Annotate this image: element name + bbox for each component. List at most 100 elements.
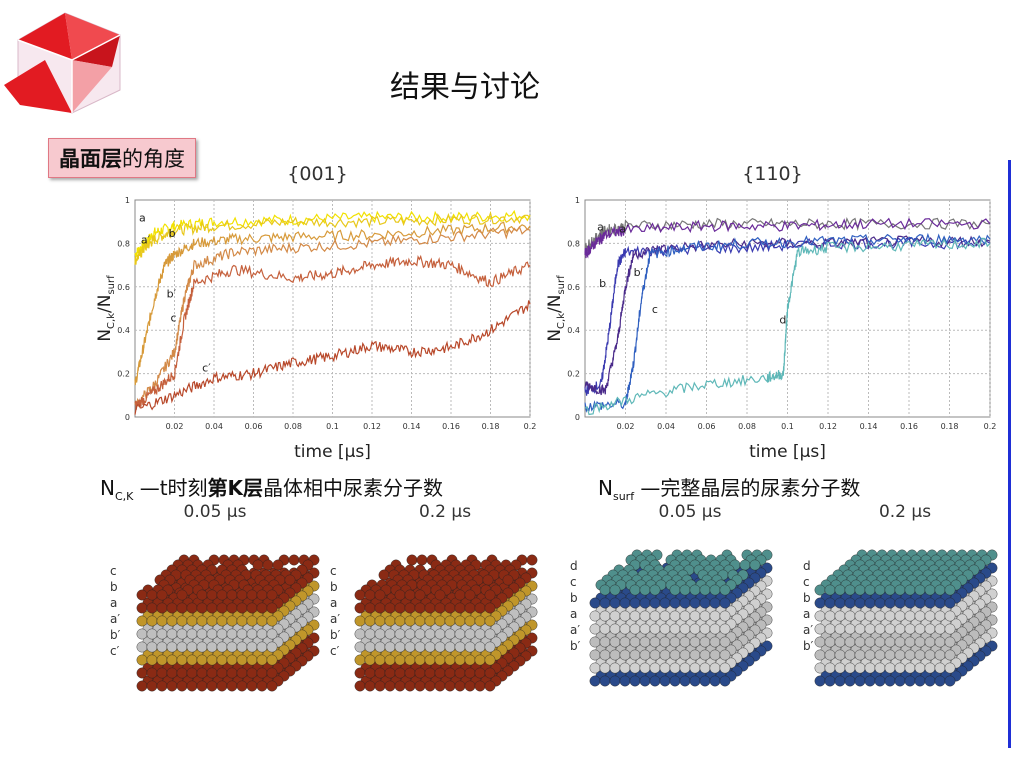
molecule bbox=[266, 667, 278, 679]
molecule bbox=[619, 662, 631, 674]
molecule bbox=[484, 680, 496, 692]
molecule bbox=[719, 584, 731, 596]
molecule bbox=[619, 610, 631, 622]
molecule bbox=[364, 641, 376, 653]
molecule bbox=[206, 641, 218, 653]
molecule bbox=[196, 641, 208, 653]
molecule bbox=[474, 654, 486, 666]
y-axis-label: NC,k/Nsurf bbox=[545, 275, 567, 342]
molecule bbox=[484, 602, 496, 614]
molecule bbox=[934, 636, 946, 648]
molecule bbox=[186, 602, 198, 614]
molecule bbox=[589, 623, 601, 635]
molecule bbox=[434, 589, 446, 601]
molecule bbox=[944, 610, 956, 622]
molecule bbox=[679, 649, 691, 661]
molecule bbox=[226, 589, 238, 601]
molecule bbox=[454, 628, 466, 640]
molecule bbox=[629, 584, 641, 596]
molecule bbox=[474, 628, 486, 640]
molecule bbox=[824, 597, 836, 609]
molecule bbox=[914, 597, 926, 609]
molecule bbox=[226, 628, 238, 640]
molecule bbox=[874, 597, 886, 609]
molecule bbox=[434, 680, 446, 692]
molecule bbox=[619, 649, 631, 661]
molecule bbox=[156, 667, 168, 679]
series-line-a bbox=[134, 209, 531, 258]
molecule bbox=[444, 641, 456, 653]
molecule bbox=[434, 641, 446, 653]
molecule bbox=[474, 615, 486, 627]
molecule bbox=[904, 623, 916, 635]
molecule bbox=[216, 667, 228, 679]
molecule bbox=[236, 615, 248, 627]
molecule bbox=[464, 628, 476, 640]
molecule bbox=[824, 610, 836, 622]
molecule bbox=[934, 675, 946, 687]
molecule bbox=[669, 636, 681, 648]
layer-label: a′ bbox=[110, 612, 120, 626]
molecule bbox=[354, 589, 366, 601]
molecule bbox=[874, 610, 886, 622]
molecule bbox=[176, 615, 188, 627]
molecule bbox=[424, 680, 436, 692]
molecule bbox=[424, 641, 436, 653]
x-tick-label: 0.08 bbox=[738, 422, 756, 431]
molecule bbox=[186, 667, 198, 679]
x-tick-label: 0.1 bbox=[781, 422, 794, 431]
molecule bbox=[196, 628, 208, 640]
molecule bbox=[834, 662, 846, 674]
molecule bbox=[236, 602, 248, 614]
molecule bbox=[166, 602, 178, 614]
molecule bbox=[186, 654, 198, 666]
molecule bbox=[884, 636, 896, 648]
series-label: d bbox=[779, 314, 786, 327]
molecule bbox=[679, 675, 691, 687]
molecule bbox=[256, 589, 268, 601]
molecule bbox=[649, 649, 661, 661]
molecule bbox=[394, 602, 406, 614]
molecule bbox=[814, 675, 826, 687]
molecule bbox=[599, 610, 611, 622]
molecule bbox=[424, 602, 436, 614]
molecule bbox=[414, 654, 426, 666]
molecule bbox=[944, 636, 956, 648]
molecule bbox=[699, 675, 711, 687]
molecule bbox=[364, 680, 376, 692]
chart-title: {001} bbox=[287, 163, 347, 185]
molecule bbox=[464, 641, 476, 653]
molecule bbox=[864, 636, 876, 648]
chart-110-svg: {110} 0.02 0.04 0.06 0.08 0.1 0.12 0.14 0.16 0.18… bbox=[545, 163, 996, 462]
molecule bbox=[689, 597, 701, 609]
x-tick-label: 0.04 bbox=[657, 422, 675, 431]
molecule bbox=[934, 584, 946, 596]
molecule bbox=[874, 662, 886, 674]
molecule bbox=[424, 654, 436, 666]
molecule bbox=[844, 623, 856, 635]
molecule bbox=[374, 589, 386, 601]
molecule bbox=[709, 662, 721, 674]
molecule bbox=[354, 641, 366, 653]
molecule bbox=[434, 602, 446, 614]
caption-left-bold: 第K层 bbox=[207, 476, 264, 500]
molecule bbox=[226, 680, 238, 692]
molecule bbox=[884, 662, 896, 674]
molecule bbox=[589, 662, 601, 674]
molecule bbox=[749, 559, 761, 571]
molecule bbox=[206, 628, 218, 640]
molecule bbox=[378, 569, 390, 581]
cube-logo bbox=[4, 12, 121, 114]
molecule bbox=[256, 602, 268, 614]
series-line-c bbox=[134, 254, 531, 410]
molecule bbox=[156, 628, 168, 640]
series-label: a′ bbox=[619, 223, 629, 236]
molecule bbox=[424, 628, 436, 640]
molecule bbox=[364, 602, 376, 614]
molecule bbox=[364, 654, 376, 666]
molecule bbox=[924, 623, 936, 635]
molecule bbox=[484, 589, 496, 601]
molecule bbox=[444, 602, 456, 614]
molecule bbox=[156, 589, 168, 601]
molecule bbox=[354, 602, 366, 614]
